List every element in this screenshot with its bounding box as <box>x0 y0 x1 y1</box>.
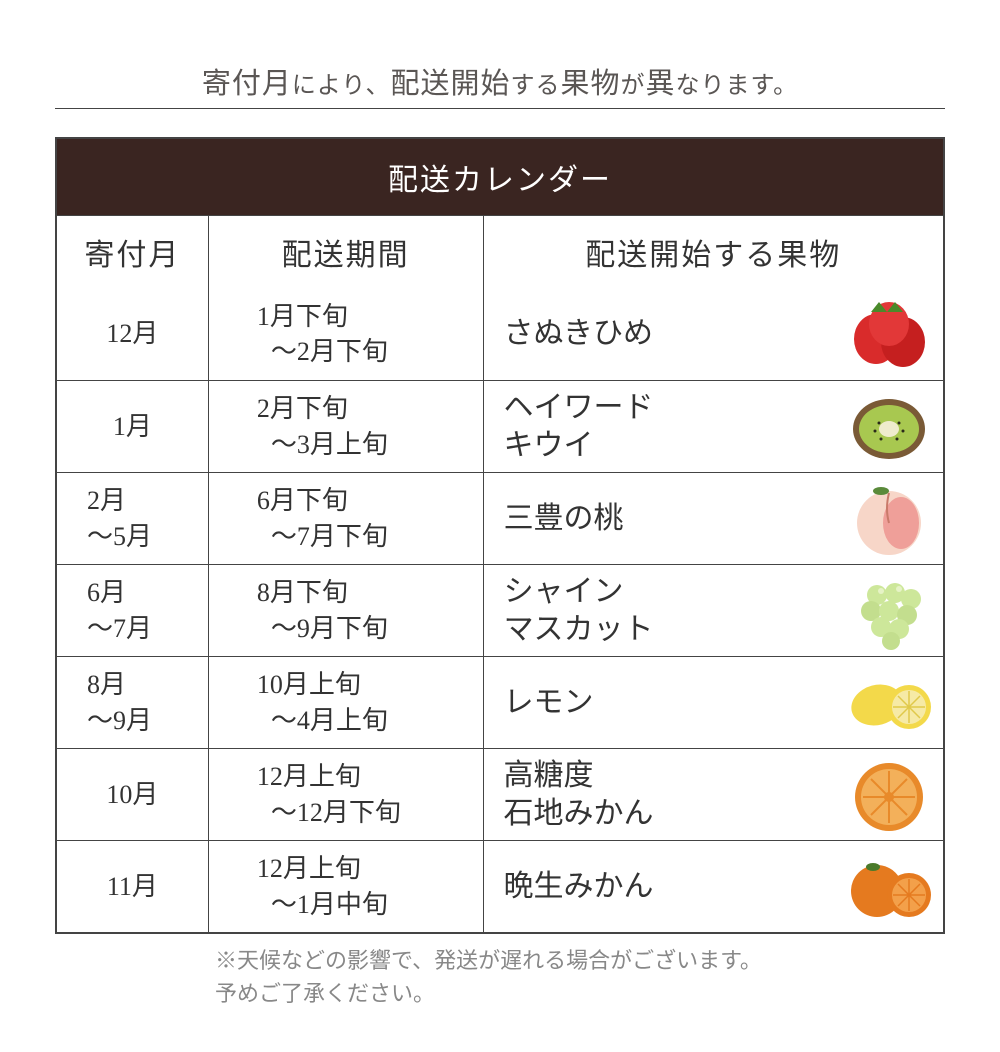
cell-fruit: ヘイワードキウイ <box>484 381 943 472</box>
cell-period: 2月下旬～3月上旬 <box>209 381 484 472</box>
fruit-line: 三豊の桃 <box>504 500 839 538</box>
month-line: 1月 <box>113 409 152 444</box>
cell-month: 2月～5月 <box>57 473 209 564</box>
cell-fruit: 三豊の桃 <box>484 473 943 564</box>
table-row: 12月1月下旬～2月下旬さぬきひめ <box>57 288 943 380</box>
headline-part: 配送開始 <box>390 68 510 100</box>
cell-month: 8月～9月 <box>57 657 209 748</box>
fruit-line: ヘイワード <box>504 389 839 427</box>
kiwi-icon <box>839 387 939 467</box>
grape-icon <box>839 571 939 651</box>
month-line: ～7月 <box>87 611 152 646</box>
period-line: 8月下旬 <box>257 575 348 610</box>
cell-fruit: さぬきひめ <box>484 288 943 380</box>
table-row: 10月12月上旬～12月下旬高糖度石地みかん <box>57 748 943 840</box>
fruit-name: レモン <box>504 684 839 722</box>
period-line: 12月上旬 <box>257 759 361 794</box>
headline-part: により、 <box>292 73 391 99</box>
cell-month: 1月 <box>57 381 209 472</box>
cell-period: 1月下旬～2月下旬 <box>209 288 484 380</box>
fruit-name: シャインマスカット <box>504 573 839 648</box>
period-line: ～3月上旬 <box>257 427 388 462</box>
month-line: ～5月 <box>87 519 152 554</box>
month-line: 8月 <box>87 667 126 702</box>
table-header-row: 寄付月 配送期間 配送開始する果物 <box>57 215 943 288</box>
table-row: 2月～5月6月下旬～7月下旬三豊の桃 <box>57 472 943 564</box>
footnote-line: 予めご了承ください。 <box>215 977 945 1010</box>
fruit-line: マスカット <box>504 611 839 649</box>
orange-icon <box>839 755 939 835</box>
cell-fruit: 高糖度石地みかん <box>484 749 943 840</box>
cell-period: 12月上旬～1月中旬 <box>209 841 484 932</box>
cell-month: 11月 <box>57 841 209 932</box>
cell-fruit: レモン <box>484 657 943 748</box>
peach-icon <box>839 479 939 559</box>
period-line: ～12月下旬 <box>257 795 401 830</box>
headline-part: 寄付月 <box>202 68 292 100</box>
fruit-line: 晩生みかん <box>504 868 839 906</box>
fruit-line: さぬきひめ <box>504 315 839 353</box>
lemon-icon <box>839 663 939 743</box>
headline-part: なります。 <box>676 73 799 99</box>
month-line: 11月 <box>107 869 158 904</box>
cell-period: 12月上旬～12月下旬 <box>209 749 484 840</box>
headline-part: が <box>620 73 645 99</box>
period-line: 2月下旬 <box>257 391 348 426</box>
footnote-line: ※天候などの影響で、発送が遅れる場合がございます。 <box>215 944 945 977</box>
fruit-name: さぬきひめ <box>504 315 839 353</box>
cell-fruit: シャインマスカット <box>484 565 943 656</box>
period-line: 6月下旬 <box>257 483 348 518</box>
period-line: ～1月中旬 <box>257 887 388 922</box>
fruit-line: シャイン <box>504 573 839 611</box>
cell-period: 8月下旬～9月下旬 <box>209 565 484 656</box>
fruit-line: 高糖度 <box>504 757 839 795</box>
footnote: ※天候などの影響で、発送が遅れる場合がございます。 予めご了承ください。 <box>215 944 945 1010</box>
cell-period: 6月下旬～7月下旬 <box>209 473 484 564</box>
cell-month: 12月 <box>57 288 209 380</box>
month-line: ～9月 <box>87 703 152 738</box>
strawberry-icon <box>839 294 939 374</box>
cell-period: 10月上旬～4月上旬 <box>209 657 484 748</box>
period-line: ～7月下旬 <box>257 519 388 554</box>
fruit-line: レモン <box>504 684 839 722</box>
headline-part: 異 <box>645 68 675 100</box>
fruit-line: キウイ <box>504 427 839 465</box>
header-month: 寄付月 <box>57 216 209 288</box>
month-line: 2月 <box>87 483 126 518</box>
table-row: 8月～9月10月上旬～4月上旬レモン <box>57 656 943 748</box>
month-line: 6月 <box>87 575 126 610</box>
header-fruit: 配送開始する果物 <box>484 216 943 288</box>
cell-fruit: 晩生みかん <box>484 841 943 932</box>
period-line: ～2月下旬 <box>257 334 388 369</box>
headline-part: 果物 <box>560 68 620 100</box>
headline-part: する <box>510 73 560 99</box>
fruit-line: 石地みかん <box>504 795 839 833</box>
table-row: 11月12月上旬～1月中旬晩生みかん <box>57 840 943 932</box>
fruit-name: 高糖度石地みかん <box>504 757 839 832</box>
table-row: 6月～7月8月下旬～9月下旬シャインマスカット <box>57 564 943 656</box>
cell-month: 10月 <box>57 749 209 840</box>
period-line: 10月上旬 <box>257 667 361 702</box>
period-line: 12月上旬 <box>257 851 361 886</box>
fruit-name: 三豊の桃 <box>504 500 839 538</box>
month-line: 12月 <box>106 316 158 351</box>
header-period: 配送期間 <box>209 216 484 288</box>
fruit-name: 晩生みかん <box>504 868 839 906</box>
table-row: 1月2月下旬～3月上旬ヘイワードキウイ <box>57 380 943 472</box>
month-line: 10月 <box>106 777 158 812</box>
cell-month: 6月～7月 <box>57 565 209 656</box>
mandarin-icon <box>839 847 939 927</box>
table-title: 配送カレンダー <box>57 139 943 215</box>
period-line: ～4月上旬 <box>257 703 388 738</box>
period-line: 1月下旬 <box>257 299 348 334</box>
headline: 寄付月により、配送開始する果物が異なります。 <box>55 60 945 109</box>
calendar-table: 配送カレンダー 寄付月 配送期間 配送開始する果物 12月1月下旬～2月下旬さぬ… <box>55 137 945 934</box>
fruit-name: ヘイワードキウイ <box>504 389 839 464</box>
period-line: ～9月下旬 <box>257 611 388 646</box>
